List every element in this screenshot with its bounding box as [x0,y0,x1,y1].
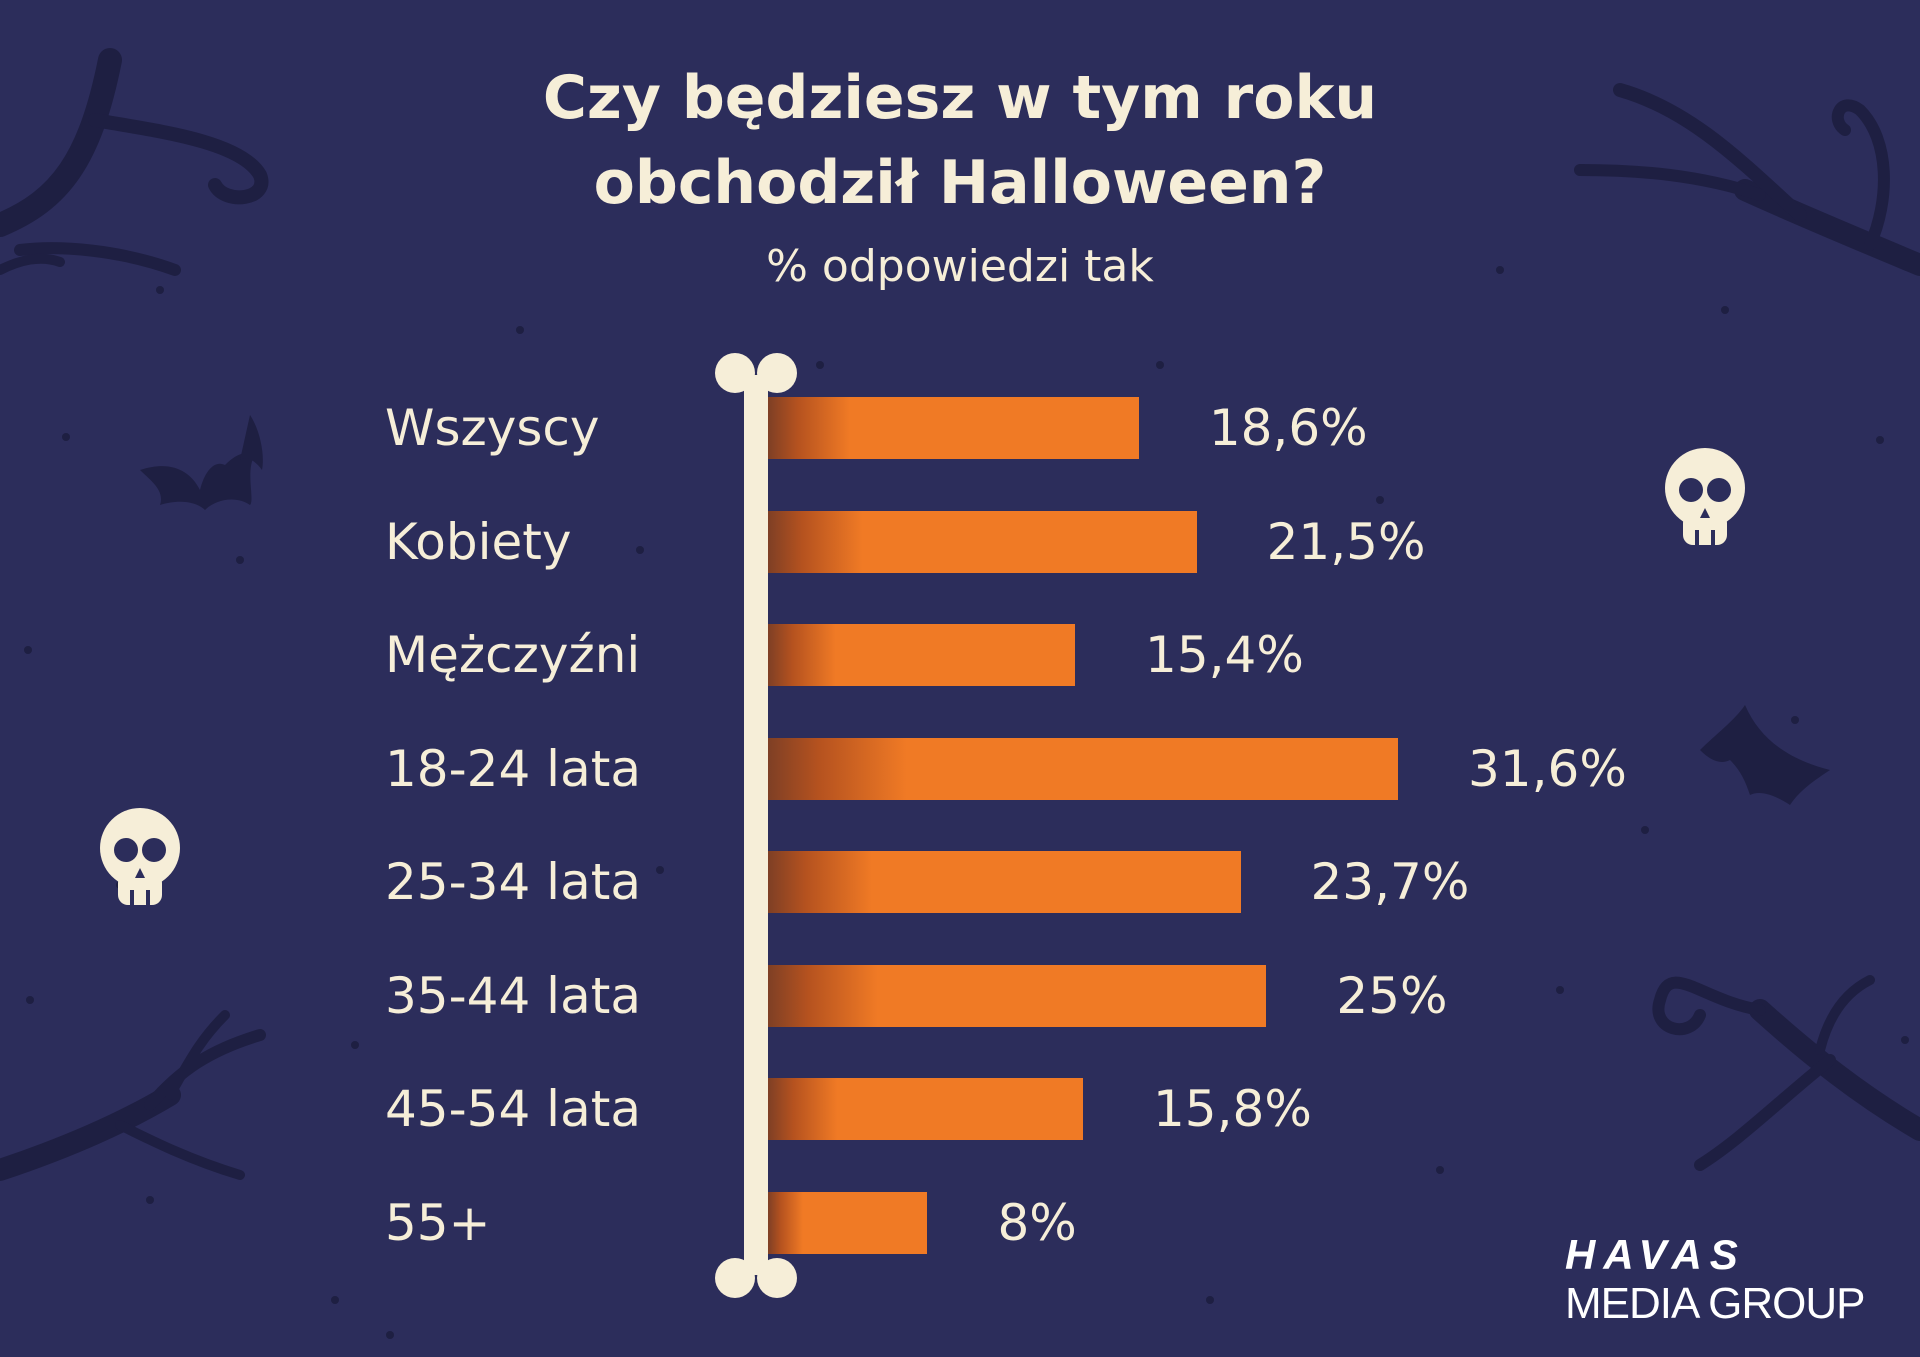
value-label: 31,6% [1468,739,1627,798]
value-label: 21,5% [1266,512,1426,571]
category-label: 55+ [385,1193,491,1252]
chart-title-line-1: Czy będziesz w tym roku [542,63,1378,133]
chart-subtitle: % odpowiedzi tak [766,241,1154,292]
category-label: 35-44 lata [385,966,641,1025]
logo-bottom-text: MEDIA GROUP [1565,1279,1865,1328]
category-label: Mężczyźni [385,626,641,684]
bar [768,851,1241,913]
category-label: 45-54 lata [385,1080,641,1138]
value-label: 8% [997,1193,1077,1252]
category-label: 25-34 lata [385,853,641,911]
category-label: Wszyscy [385,399,600,457]
havas-logo: HAVAS MEDIA GROUP [1565,1234,1865,1326]
bar [768,737,1398,800]
bar [768,624,1076,686]
skull-icon [100,448,1745,905]
tree-branch-icon [0,48,1920,1181]
value-label: 23,7% [1310,853,1470,911]
bar [768,510,1197,573]
bar [768,1191,928,1254]
value-label: 15,8% [1153,1080,1312,1138]
value-label: 25% [1336,966,1448,1025]
dots [24,196,1909,1339]
bar [768,1078,1083,1140]
bar [768,397,1139,459]
category-label: 18-24 lata [385,739,641,798]
value-label: 15,4% [1145,626,1304,684]
value-label: 18,6% [1208,399,1368,457]
bat-icon [140,415,1830,805]
bar [768,964,1267,1027]
chart-title-line-2: obchodził Halloween? [593,148,1327,218]
bone-axis-icon [715,353,797,1298]
logo-top-text: HAVAS [1565,1231,1746,1278]
category-label: Kobiety [385,512,572,571]
